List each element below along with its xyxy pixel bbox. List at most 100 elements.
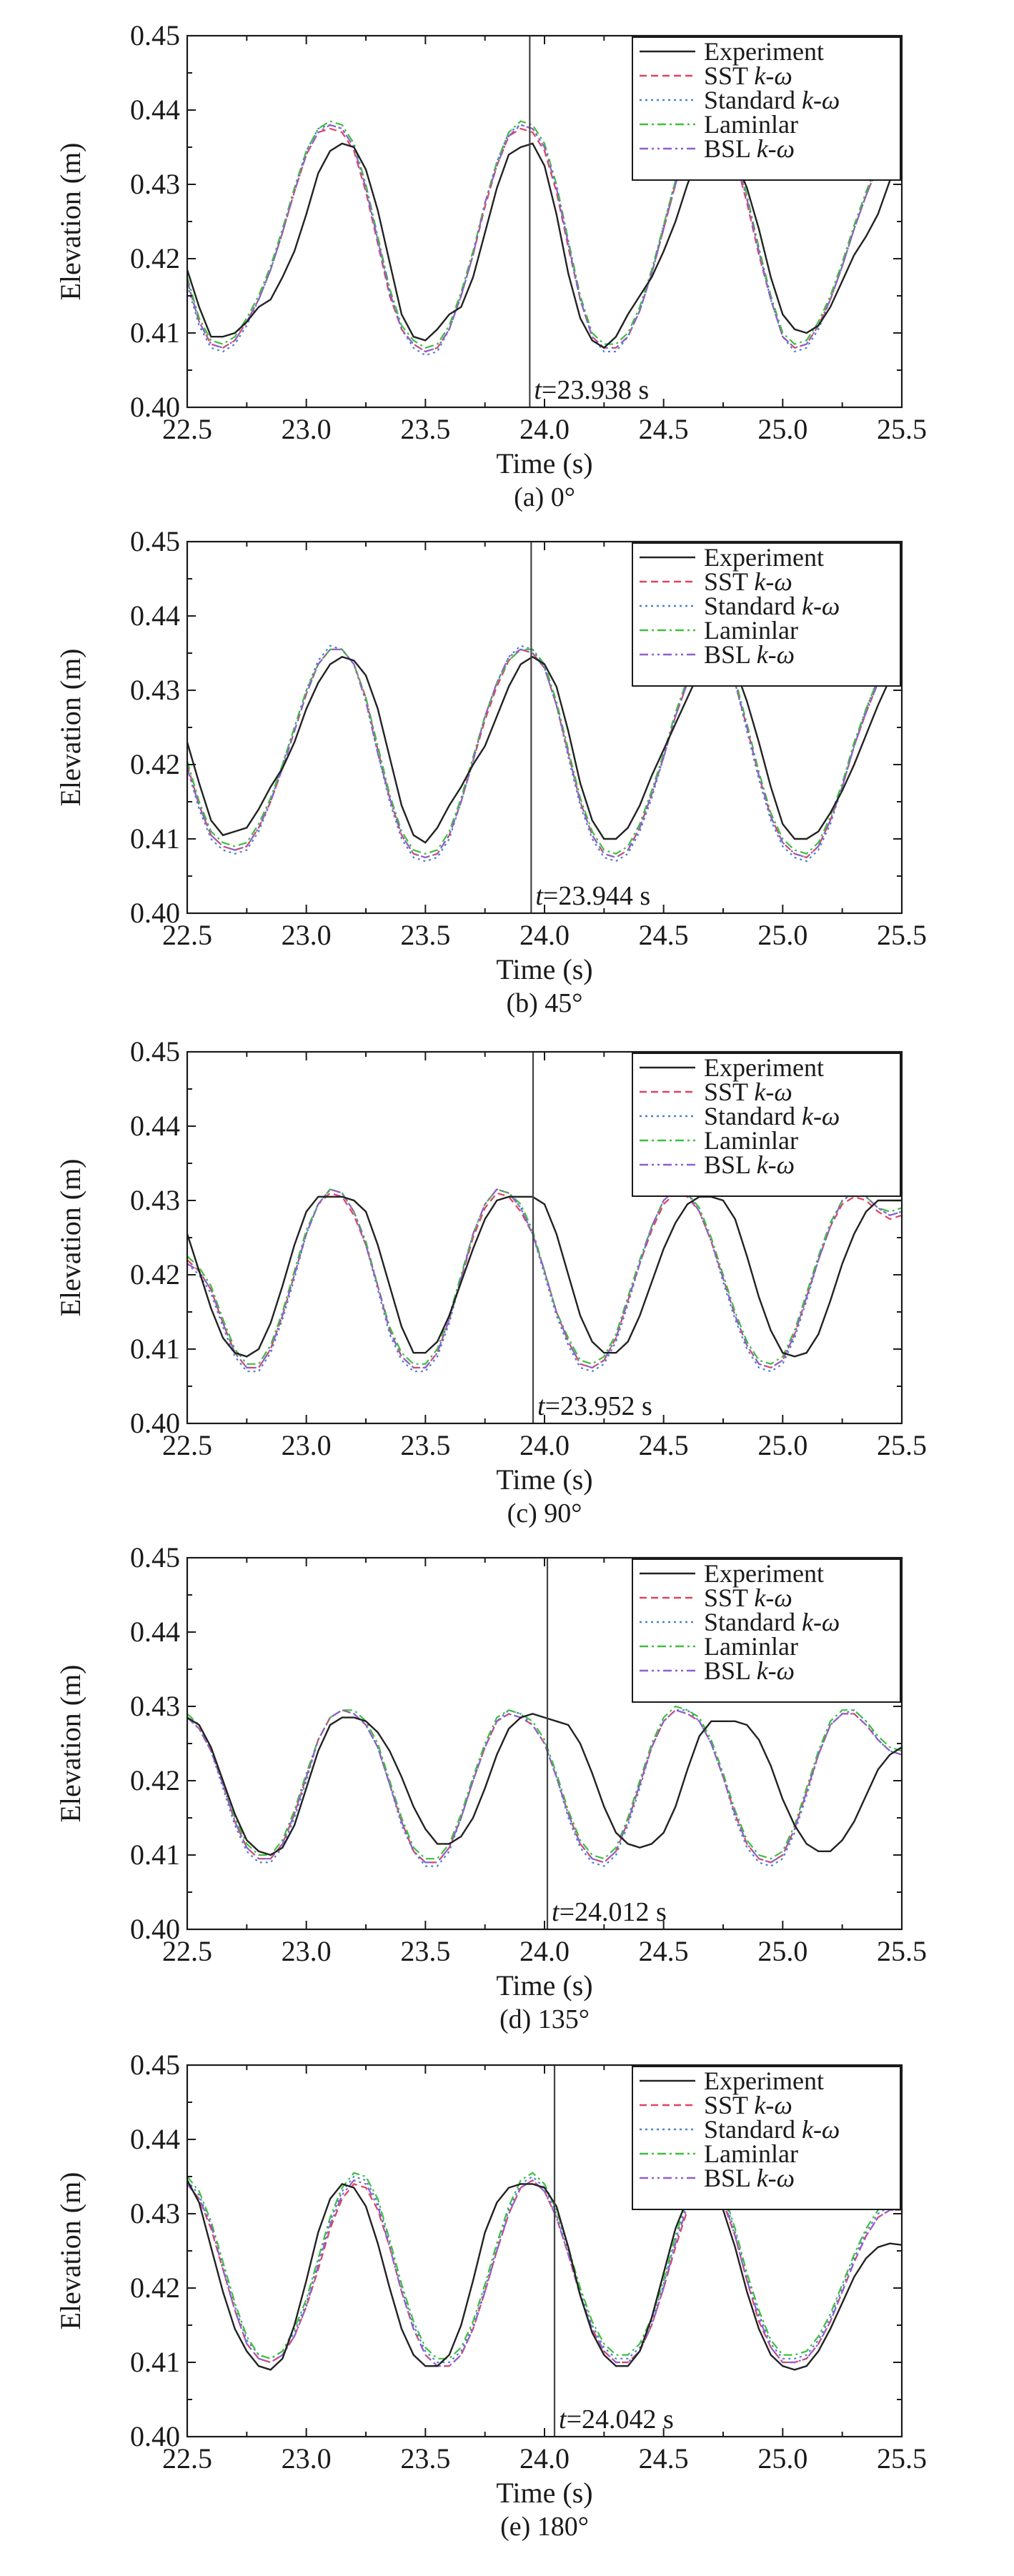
series-group — [187, 2172, 902, 2371]
y-tick-label: 0.41 — [130, 1333, 180, 1365]
x-tick-label: 24.0 — [520, 2442, 570, 2475]
legend-label-text: Standard — [704, 2115, 802, 2144]
x-tick-label: 24.5 — [639, 1935, 689, 1967]
legend-label: BSL k-ω — [704, 1656, 795, 1685]
legend-label-text: Laminlar — [704, 1632, 798, 1661]
panel-caption: (b) 45° — [506, 988, 582, 1018]
series-line-3 — [187, 648, 902, 855]
legend-label-italic: k-ω — [802, 2115, 840, 2144]
x-tick-label: 25.0 — [757, 2442, 807, 2475]
y-tick-label: 0.45 — [130, 1541, 180, 1573]
legend-label-italic: k-ω — [757, 134, 795, 163]
y-tick-label: 0.42 — [130, 1764, 180, 1796]
legend-label-text: Experiment — [704, 2067, 824, 2095]
series-line-3 — [187, 2172, 902, 2360]
legend-label: Experiment — [704, 543, 824, 572]
x-tick-label: 25.5 — [877, 1935, 927, 1967]
x-tick-label: 23.0 — [282, 919, 332, 951]
legend-label: BSL k-ω — [704, 134, 795, 163]
series-line-4 — [187, 648, 902, 859]
time-marker-symbol: t — [537, 1391, 546, 1421]
legend-label-text: SST — [704, 2091, 754, 2119]
chart-panel-2: t=23.944 s 22.5 23.0 23.5 24.0 24.5 25.0 25.5 0.… — [54, 525, 927, 1018]
legend-box — [632, 1558, 901, 1703]
legend-label-text: Laminlar — [704, 1126, 798, 1155]
legend-label: Laminlar — [704, 2139, 798, 2168]
legend-label-text: Experiment — [704, 1559, 824, 1588]
y-tick-label: 0.41 — [130, 822, 180, 855]
y-tick-label: 0.40 — [130, 1913, 180, 1945]
time-marker-label: t=23.938 s — [534, 375, 649, 405]
legend-label: Standard k-ω — [704, 86, 840, 114]
y-tick-label: 0.42 — [130, 242, 180, 274]
series-line-2 — [187, 2175, 902, 2364]
time-marker-label: t=24.012 s — [552, 1897, 667, 1927]
series-group — [187, 120, 902, 357]
x-axis-label: Time (s) — [496, 1969, 592, 2001]
legend-label-italic: k-ω — [754, 2091, 792, 2119]
y-axis-label: Elevation (m) — [54, 2172, 86, 2329]
x-tick-label: 24.0 — [520, 1429, 570, 1461]
legend-label: Standard k-ω — [704, 1608, 840, 1636]
series-line-0 — [187, 1195, 902, 1358]
legend-label: Experiment — [704, 1559, 824, 1588]
x-tick-label: 24.5 — [639, 919, 689, 951]
x-tick-label: 23.0 — [282, 2442, 332, 2475]
x-tick-label: 25.0 — [757, 1935, 807, 1967]
x-axis-label: Time (s) — [496, 953, 592, 985]
y-tick-label: 0.44 — [130, 94, 180, 126]
y-tick-label: 0.42 — [130, 748, 180, 780]
series-line-4 — [187, 2179, 902, 2367]
x-tick-label: 23.5 — [400, 2442, 450, 2475]
panel-caption: (a) 0° — [514, 482, 575, 512]
x-axis-label: Time (s) — [496, 2477, 592, 2509]
x-tick-label: 23.0 — [282, 1429, 332, 1461]
x-tick-label: 22.5 — [162, 1935, 212, 1967]
time-marker-value: =24.012 s — [560, 1897, 667, 1927]
x-tick-label: 25.0 — [757, 919, 807, 951]
legend-label-italic: k-ω — [754, 1583, 792, 1612]
legend-label-text: Laminlar — [704, 616, 798, 645]
legend-box — [632, 1053, 901, 1197]
series-line-0 — [187, 1713, 902, 1856]
legend-label: SST k-ω — [704, 567, 792, 596]
legend-label-text: Laminlar — [704, 110, 798, 139]
legend-label: BSL k-ω — [704, 1150, 795, 1179]
x-tick-label: 22.5 — [162, 919, 212, 951]
series-line-3 — [187, 1705, 902, 1860]
y-tick-label: 0.42 — [130, 2272, 180, 2304]
legend-label: Experiment — [704, 2067, 824, 2095]
legend-label: Standard k-ω — [704, 2115, 840, 2144]
legend-label-italic: k-ω — [802, 86, 840, 114]
legend-label-text: Experiment — [704, 543, 824, 572]
legend-label: Experiment — [704, 1053, 824, 1082]
y-tick-label: 0.45 — [130, 2049, 180, 2081]
legend-label-text: Standard — [704, 1608, 802, 1636]
series-line-3 — [187, 120, 902, 349]
series-line-0 — [187, 2179, 902, 2371]
legend-label: SST k-ω — [704, 61, 792, 90]
series-line-2 — [187, 645, 902, 862]
legend-label-text: BSL — [704, 134, 757, 163]
series-line-0 — [187, 142, 902, 349]
chart-panel-3: t=23.952 s 22.5 23.0 23.5 24.0 24.5 25.0 25.5 0.… — [54, 1035, 927, 1528]
legend-label-text: BSL — [704, 1150, 757, 1179]
legend-label: Standard k-ω — [704, 592, 840, 620]
y-tick-label: 0.44 — [130, 1110, 180, 1142]
time-marker-symbol: t — [535, 881, 544, 911]
y-tick-label: 0.44 — [130, 2123, 180, 2155]
legend-label-text: BSL — [704, 640, 757, 669]
legend-label-text: Experiment — [704, 1053, 824, 1082]
legend-label-text: SST — [704, 1078, 754, 1106]
series-line-4 — [187, 1709, 902, 1864]
y-tick-label: 0.45 — [130, 1035, 180, 1068]
y-tick-label: 0.43 — [130, 674, 180, 706]
legend-label-text: Standard — [704, 1102, 802, 1130]
series-line-1 — [187, 1709, 902, 1864]
y-tick-label: 0.40 — [130, 897, 180, 929]
y-tick-label: 0.44 — [130, 600, 180, 632]
